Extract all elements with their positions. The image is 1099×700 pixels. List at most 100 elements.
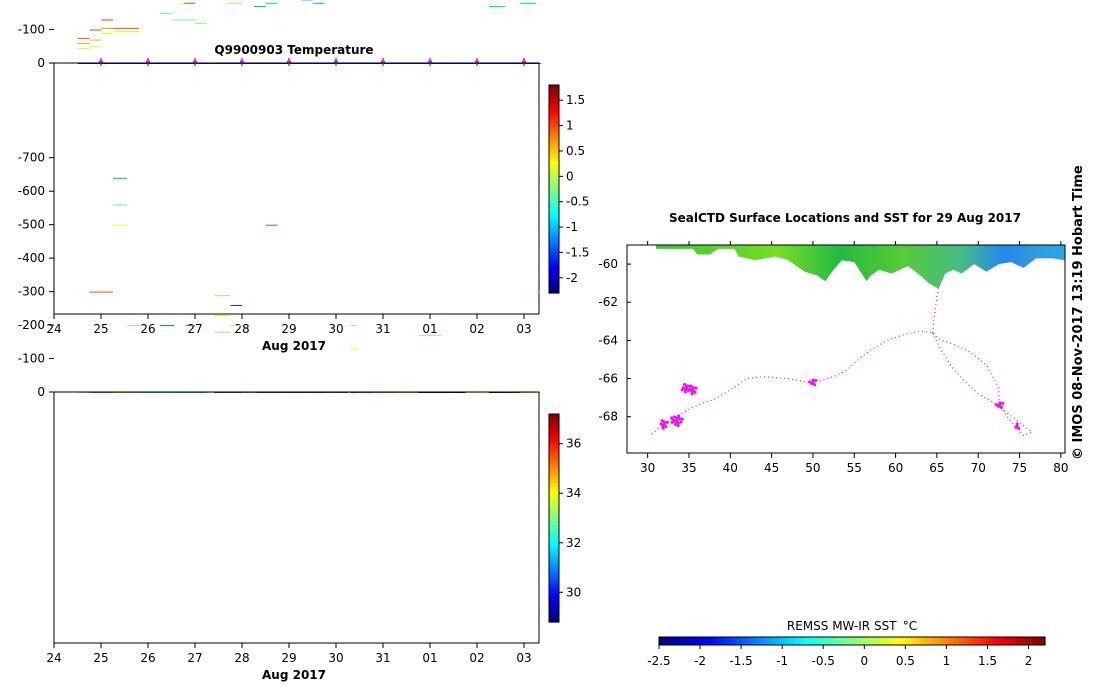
colorbar-swatch: [549, 185, 559, 190]
seal-location-cluster: [808, 378, 818, 387]
sst-colorbar-swatch: [731, 637, 737, 645]
x-tick-label: 25: [93, 651, 108, 665]
profile-layer-cell: [228, 2, 243, 4]
temperature-panel: Q9900903 Temperature 0 -100 -200 -300 -400 -5…: [18, 0, 589, 353]
sst-colorbar-swatch: [967, 637, 974, 645]
profile-layer-cell: [127, 325, 139, 327]
profile-column: [453, 63, 466, 64]
profile-marker-dot: [286, 59, 292, 65]
colorbar-swatch: [549, 431, 559, 436]
colorbar-swatch: [549, 531, 559, 536]
colorbar-swatch: [549, 538, 559, 543]
colorbar-swatch: [549, 459, 559, 464]
y-tick-label: -100: [18, 352, 45, 366]
profile-layer-cell: [101, 27, 113, 29]
colorbar-frame: [548, 413, 560, 623]
profile-layer-cell: [101, 32, 113, 34]
sst-colorbar-swatch: [683, 637, 689, 645]
profile-column: [195, 22, 207, 64]
profile-markers: [98, 58, 527, 66]
x-tick-label: 27: [187, 322, 202, 336]
sst-colorbar-swatch: [900, 637, 906, 645]
map-y-tick-label: -68: [598, 410, 618, 424]
sst-colorbar-swatch: [716, 637, 723, 645]
sst-colorbar-tick-label: 0.5: [896, 654, 915, 668]
y-tick-label: -200: [18, 0, 45, 3]
profile-marker-dot: [427, 59, 433, 65]
colorbar-swatch: [549, 213, 559, 218]
x-tick-label: 03: [516, 322, 531, 336]
colorbar-swatch: [549, 254, 559, 259]
sst-colorbar-swatch: [1030, 637, 1036, 645]
profile-column: [265, 224, 278, 393]
salinity-panel: 0 -100 -200 -300 -400 -500 -600 -700 24 25 26 27 28…: [18, 151, 582, 682]
profile-layer-cell: [536, 291, 541, 293]
profile-column: [124, 27, 139, 64]
sst-colorbar-swatch: [803, 637, 810, 645]
profile-layer-cell: [312, 2, 325, 4]
sst-colorbar-swatch: [885, 637, 892, 645]
sst-colorbar-swatch: [890, 637, 897, 645]
colorbar-swatch: [549, 216, 559, 221]
colorbar-swatch: [549, 109, 559, 114]
map-x-tick-label: 60: [888, 461, 903, 475]
seal-track: [932, 332, 1034, 437]
sst-colorbar-swatch: [1006, 637, 1012, 645]
map-x-tick-label: 55: [847, 461, 862, 475]
sst-colorbar-swatch: [962, 637, 969, 645]
y-tick-label: -300: [18, 285, 45, 299]
colorbar-swatch: [549, 289, 559, 294]
colorbar-tick-label: 0.5: [566, 144, 585, 158]
colorbar-swatch: [549, 434, 559, 439]
colorbar-swatch: [549, 192, 559, 197]
colorbar-swatch: [549, 570, 559, 575]
profile-layer-cell: [77, 42, 90, 44]
colorbar-swatch: [549, 98, 559, 103]
colorbar-tick-label: -1.5: [566, 245, 589, 259]
profile-layer-cell: [489, 6, 506, 8]
sst-colorbar-swatch: [760, 637, 766, 645]
colorbar-swatch: [549, 469, 559, 474]
profile-column: [89, 29, 102, 64]
colorbar-swatch: [549, 521, 559, 526]
x-tick-label: 24: [46, 651, 61, 665]
sst-colorbar-swatch: [663, 637, 670, 645]
map-x-tick-label: 30: [640, 461, 655, 475]
colorbar-swatch: [549, 476, 559, 481]
x-tick-label: 31: [375, 322, 390, 336]
colorbar-swatch: [549, 105, 559, 110]
profile-column: [113, 27, 125, 64]
profile-column: [442, 63, 454, 64]
profile-column: [160, 325, 175, 393]
sst-colorbar-swatch: [1011, 637, 1017, 645]
sst-colorbar-swatch: [813, 637, 819, 645]
colorbar-swatch: [549, 466, 559, 471]
profile-marker-dot: [239, 59, 245, 65]
sst-colorbar-swatch: [1025, 637, 1032, 645]
sst-colorbar-swatch: [909, 637, 916, 645]
seal-location-point: [810, 381, 814, 385]
sst-colorbar-swatch: [866, 637, 872, 645]
sst-colorbar-swatch: [1016, 637, 1022, 645]
profile-layer-cell: [418, 335, 442, 337]
sst-colorbar: -2.5 -2 -1.5 -1 -0.5 0 0.5 1 1.5 2: [647, 636, 1046, 668]
y-tick-label: -500: [18, 218, 45, 232]
y-tick-label: -200: [18, 318, 45, 332]
x-tick-label: 02: [469, 651, 484, 665]
colorbar-swatch: [549, 130, 559, 135]
profile-column: [465, 63, 478, 64]
sst-colorbar-swatch: [687, 637, 694, 645]
seal-location-point: [688, 387, 692, 391]
sst-colorbar-swatch: [991, 637, 998, 645]
colorbar-swatch: [549, 608, 559, 613]
profile-layer-cell: [230, 304, 243, 306]
colorbar-swatch: [549, 493, 559, 498]
sst-colorbar-swatch: [774, 637, 781, 645]
colorbar-swatch: [549, 234, 559, 239]
colorbar-tick-label: 30: [566, 585, 581, 599]
sst-colorbar-swatch: [895, 637, 901, 645]
y-tick-label: -400: [18, 251, 45, 265]
seal-location-point: [690, 392, 694, 396]
colorbar-swatch: [549, 161, 559, 166]
sst-colorbar-tick-label: -2: [694, 654, 706, 668]
